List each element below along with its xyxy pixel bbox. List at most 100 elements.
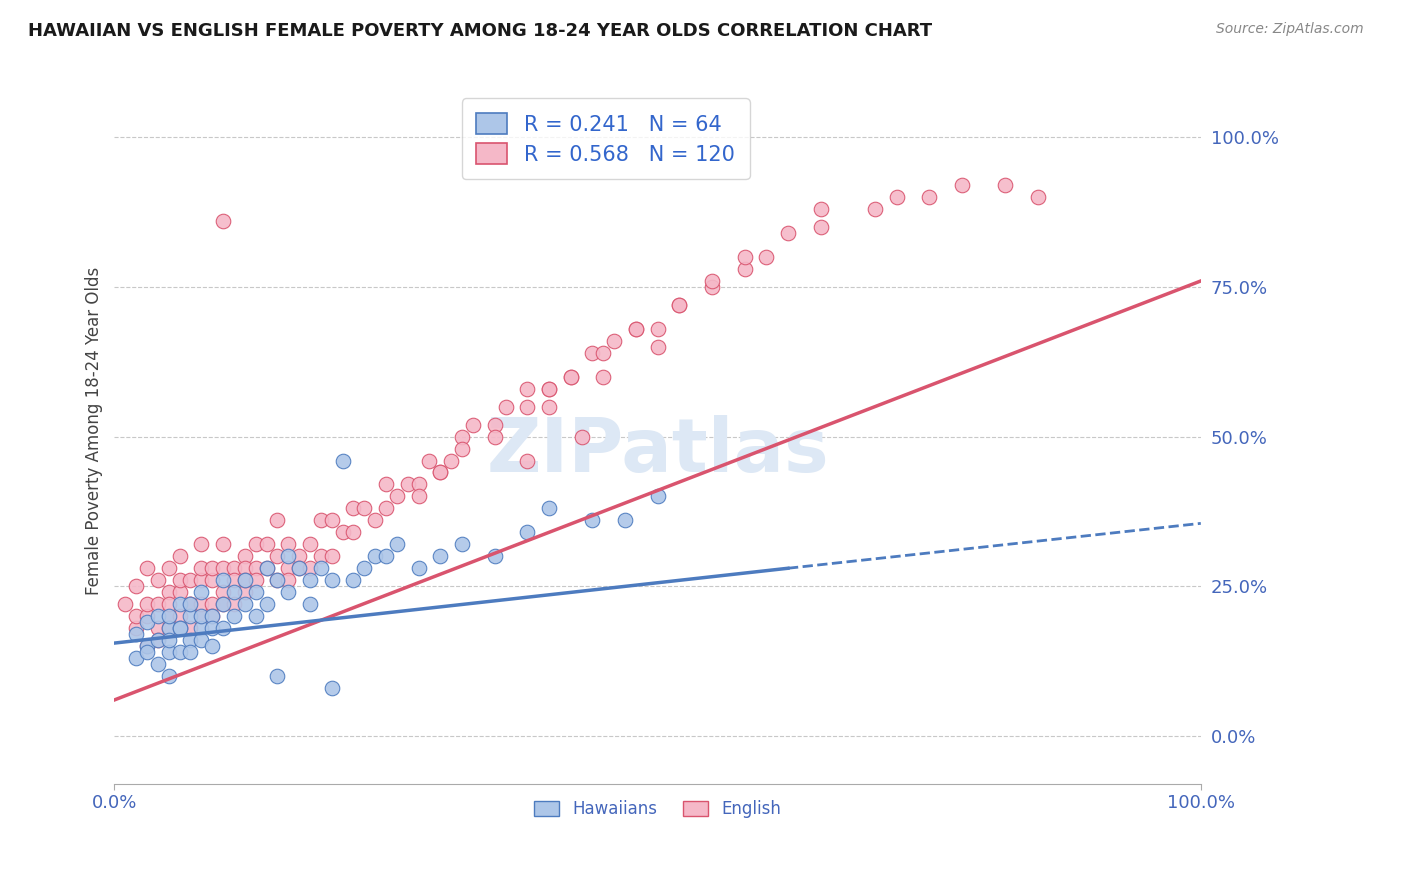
Point [994, 178, 1017, 193]
Point [537, 382, 560, 396]
Point [277, 585, 299, 599]
Point [560, 369, 582, 384]
Point [375, 477, 398, 491]
Point [212, 597, 235, 611]
Point [179, 645, 201, 659]
Point [266, 549, 288, 564]
Point [157, 645, 180, 659]
Point [537, 501, 560, 516]
Point [298, 573, 321, 587]
Point [146, 573, 169, 587]
Point [408, 477, 430, 491]
Text: ZIPatlas: ZIPatlas [486, 416, 830, 488]
Point [169, 573, 191, 587]
Point [212, 537, 235, 551]
Point [125, 579, 148, 593]
Point [157, 669, 180, 683]
Point [266, 513, 288, 527]
Point [136, 561, 159, 575]
Point [484, 417, 506, 432]
Point [125, 621, 148, 635]
Point [624, 322, 647, 336]
Text: Source: ZipAtlas.com: Source: ZipAtlas.com [1216, 22, 1364, 37]
Point [321, 573, 343, 587]
Point [146, 657, 169, 671]
Point [222, 561, 245, 575]
Point [146, 621, 169, 635]
Point [385, 537, 408, 551]
Point [614, 513, 637, 527]
Point [332, 525, 354, 540]
Point [201, 639, 224, 653]
Point [157, 609, 180, 624]
Text: HAWAIIAN VS ENGLISH FEMALE POVERTY AMONG 18-24 YEAR OLDS CORRELATION CHART: HAWAIIAN VS ENGLISH FEMALE POVERTY AMONG… [28, 22, 932, 40]
Point [146, 609, 169, 624]
Point [321, 549, 343, 564]
Point [353, 561, 375, 575]
Point [233, 597, 256, 611]
Point [256, 561, 278, 575]
Point [179, 609, 201, 624]
Point [233, 573, 256, 587]
Point [516, 382, 538, 396]
Point [298, 537, 321, 551]
Point [396, 477, 419, 491]
Point [647, 322, 669, 336]
Point [233, 573, 256, 587]
Point [385, 490, 408, 504]
Point [222, 597, 245, 611]
Point [190, 609, 212, 624]
Point [190, 609, 212, 624]
Point [157, 561, 180, 575]
Point [375, 501, 398, 516]
Point [342, 525, 364, 540]
Point [157, 609, 180, 624]
Point [190, 561, 212, 575]
Point [776, 226, 799, 240]
Point [560, 369, 582, 384]
Point [136, 645, 159, 659]
Point [157, 621, 180, 635]
Point [179, 621, 201, 635]
Point [277, 537, 299, 551]
Point [212, 214, 235, 228]
Point [233, 549, 256, 564]
Point [212, 621, 235, 635]
Point [298, 597, 321, 611]
Point [700, 274, 723, 288]
Point [245, 609, 267, 624]
Point [266, 573, 288, 587]
Point [581, 513, 603, 527]
Point [169, 597, 191, 611]
Point [201, 621, 224, 635]
Point [233, 585, 256, 599]
Point [179, 597, 201, 611]
Point [212, 573, 235, 587]
Point [201, 561, 224, 575]
Point [647, 490, 669, 504]
Point [451, 429, 474, 443]
Y-axis label: Female Poverty Among 18-24 Year Olds: Female Poverty Among 18-24 Year Olds [86, 267, 103, 595]
Point [353, 501, 375, 516]
Point [212, 585, 235, 599]
Point [484, 429, 506, 443]
Point [516, 400, 538, 414]
Point [169, 549, 191, 564]
Point [495, 400, 517, 414]
Point [125, 627, 148, 641]
Point [256, 561, 278, 575]
Point [810, 220, 832, 235]
Point [157, 621, 180, 635]
Point [245, 537, 267, 551]
Point [309, 561, 332, 575]
Point [136, 597, 159, 611]
Point [201, 573, 224, 587]
Point [146, 633, 169, 648]
Point [245, 585, 267, 599]
Point [146, 633, 169, 648]
Point [886, 190, 908, 204]
Point [136, 615, 159, 629]
Point [734, 262, 756, 277]
Point [668, 298, 690, 312]
Point [256, 597, 278, 611]
